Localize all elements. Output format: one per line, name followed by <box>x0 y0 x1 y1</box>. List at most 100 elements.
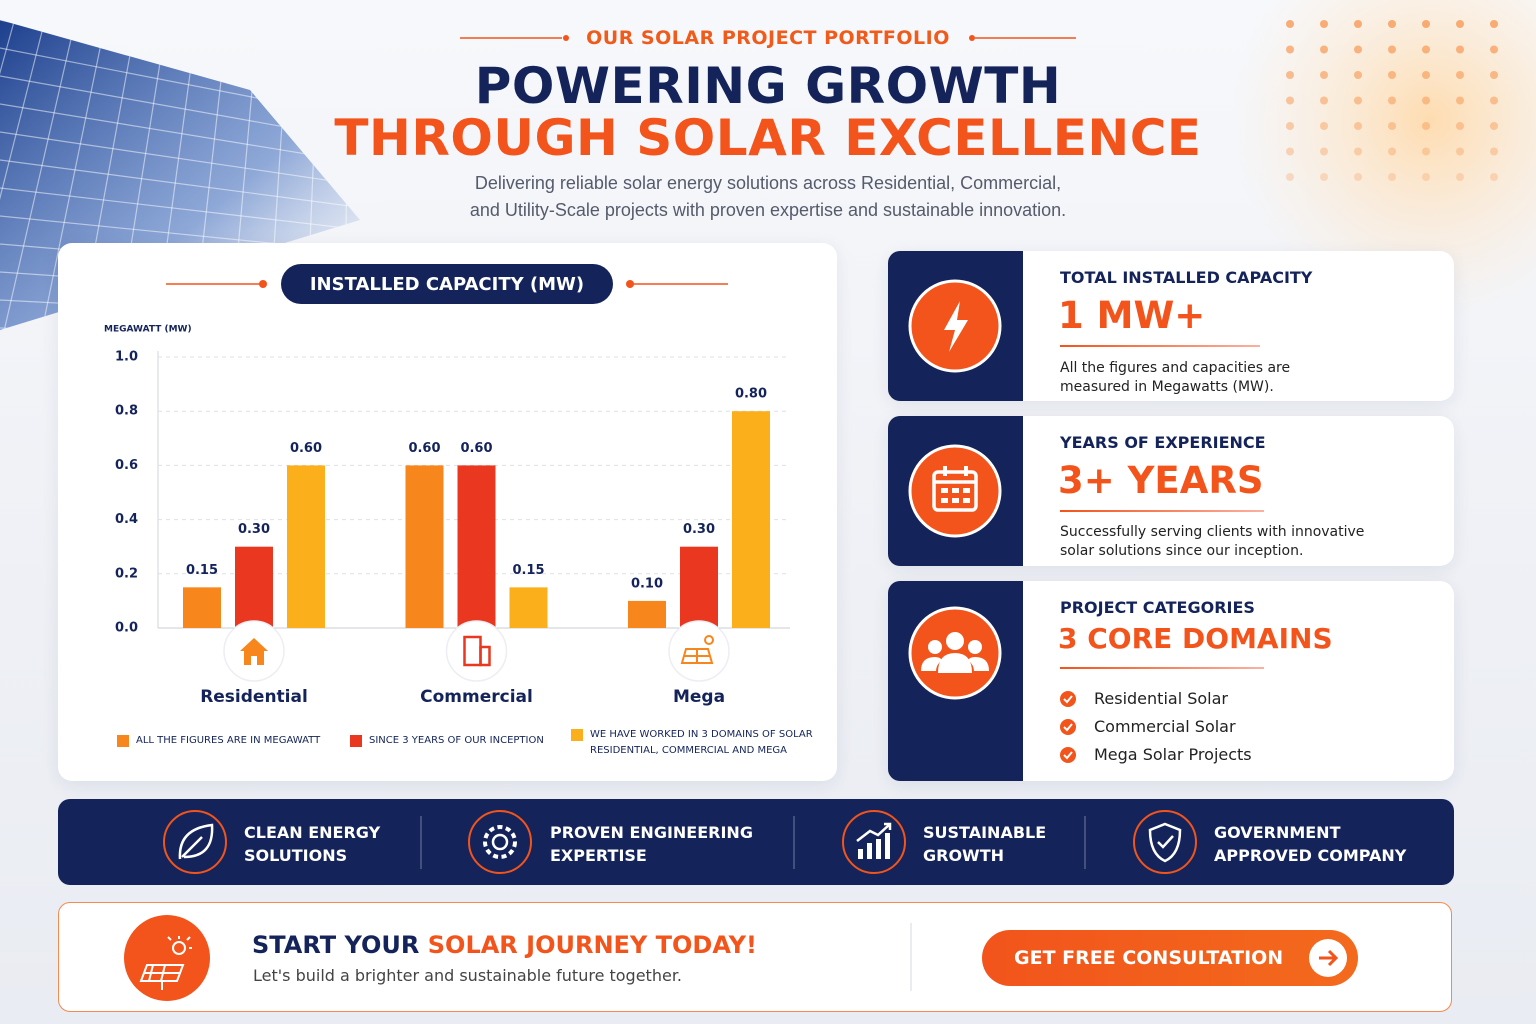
feature-text: SUSTAINABLE GROWTH <box>923 821 1046 867</box>
dot <box>1388 173 1396 181</box>
dot <box>1456 147 1464 156</box>
legend-item: ALL THE FIGURES ARE IN MEGAWATT <box>117 733 337 749</box>
dot <box>1286 173 1294 181</box>
stat-value: 1 MW+ <box>1058 294 1206 337</box>
dot <box>1490 173 1498 181</box>
category-icon-bg <box>668 620 730 682</box>
dot <box>1422 147 1430 156</box>
chart: INSTALLED CAPACITY (MW) MEGAWATT (MW) 0.… <box>104 264 790 707</box>
title: POWERING GROWTH <box>474 57 1062 115</box>
dot <box>1320 96 1328 105</box>
cta-title-highlight: SOLAR JOURNEY TODAY! <box>427 931 757 959</box>
icon-house <box>240 638 268 665</box>
check-icons <box>1060 691 1076 763</box>
dot <box>1286 96 1294 105</box>
dot <box>1320 147 1328 156</box>
stat-icon <box>908 444 1002 538</box>
x-tick-label: Mega <box>673 687 725 707</box>
dot <box>1388 147 1396 156</box>
stat-card: TOTAL INSTALLED CAPACITY 1 MW+ All the f… <box>888 251 1454 401</box>
dot <box>1354 122 1362 130</box>
dot <box>1320 45 1328 54</box>
icon-door <box>251 656 257 665</box>
dot <box>1354 20 1362 28</box>
domain-item: Residential Solar <box>1094 689 1228 708</box>
dot <box>1490 71 1498 79</box>
eyebrow-dot <box>969 35 975 41</box>
cta-subtitle: Let's build a brighter and sustainable f… <box>253 966 683 985</box>
x-tick-label: Commercial <box>420 687 533 707</box>
stat-description: All the figures and capacities are measu… <box>1060 360 1291 395</box>
value-label: 0.30 <box>238 522 270 537</box>
cta-button[interactable]: GET FREE CONSULTATION <box>982 930 1358 986</box>
icon-building <box>479 645 491 667</box>
feature-line: SOLUTIONS <box>244 846 348 865</box>
bar <box>235 546 273 628</box>
bar <box>287 465 325 628</box>
legend-label: WE HAVE WORKED IN 3 DOMAINS OF SOLAR RES… <box>590 729 813 756</box>
dot <box>1422 96 1430 105</box>
feature-line: APPROVED COMPANY <box>1214 846 1407 865</box>
feature-line: PROVEN ENGINEERING <box>550 823 753 842</box>
panel-line <box>0 131 360 189</box>
eyebrow: OUR SOLAR PROJECT PORTFOLIO <box>586 27 950 49</box>
legend-swatch <box>350 735 362 747</box>
legend-label: SINCE 3 YEARS OF OUR INCEPTION <box>369 735 544 746</box>
dot <box>1490 20 1498 28</box>
cta-icon <box>124 915 912 1001</box>
stat-value: 3+ YEARS <box>1058 459 1264 502</box>
dot <box>1320 122 1328 130</box>
eyebrow-dot <box>563 35 569 41</box>
dot <box>1490 147 1498 156</box>
dot <box>1456 122 1464 130</box>
panel-line <box>1 20 81 330</box>
domain-item: Commercial Solar <box>1094 717 1236 736</box>
dot <box>1422 173 1430 181</box>
dot <box>1422 20 1430 28</box>
stat-card: YEARS OF EXPERIENCE 3+ YEARS Successfull… <box>888 416 1454 566</box>
title-pill <box>281 264 613 304</box>
dot <box>1456 20 1464 28</box>
legend-item: SINCE 3 YEARS OF OUR INCEPTION <box>350 733 550 749</box>
feature-text: CLEAN ENERGY SOLUTIONS <box>244 821 380 867</box>
value-label: 0.15 <box>186 563 218 578</box>
legend-swatch <box>571 729 583 741</box>
feature-text: PROVEN ENGINEERING EXPERTISE <box>550 821 753 867</box>
panel-line <box>0 187 360 233</box>
dot <box>1490 96 1498 105</box>
bar <box>509 587 548 628</box>
value-label: 0.10 <box>631 576 663 591</box>
stat-label: PROJECT CATEGORIES <box>1060 598 1255 617</box>
dot <box>1388 20 1396 28</box>
cta-title: START YOUR SOLAR JOURNEY TODAY! <box>252 931 757 959</box>
bar <box>680 546 718 628</box>
dot <box>1320 173 1328 181</box>
dot <box>1286 45 1294 54</box>
stat-underline <box>1060 667 1264 669</box>
legend-label: ALL THE FIGURES ARE IN MEGAWATT <box>136 735 321 746</box>
panel-line <box>0 159 360 211</box>
stat-underline <box>1060 345 1260 347</box>
dot <box>1490 45 1498 54</box>
domain-item: Mega Solar Projects <box>1094 745 1252 764</box>
dot <box>1456 173 1464 181</box>
y-tick-label: 0.4 <box>115 512 138 527</box>
chart-card: INSTALLED CAPACITY (MW) MEGAWATT (MW) 0.… <box>58 243 837 781</box>
dot <box>1422 45 1430 54</box>
dot <box>1354 45 1362 54</box>
dot <box>1388 45 1396 54</box>
stat-icon <box>908 606 1002 700</box>
y-tick-label: 0.8 <box>115 404 138 419</box>
stat-value: 3 CORE DOMAINS <box>1058 622 1333 655</box>
feature-line: GROWTH <box>923 846 1005 865</box>
x-tick-label: Residential <box>200 687 308 707</box>
dot <box>1286 122 1294 130</box>
stat-label: TOTAL INSTALLED CAPACITY <box>1060 268 1313 287</box>
value-label: 0.15 <box>512 563 544 578</box>
sun-glow <box>1230 0 1536 320</box>
value-label: 0.80 <box>735 387 767 402</box>
feature-line: EXPERTISE <box>550 846 647 865</box>
dot <box>1388 96 1396 105</box>
dot <box>1354 147 1362 156</box>
feature-text: GOVERNMENT APPROVED COMPANY <box>1214 821 1406 867</box>
